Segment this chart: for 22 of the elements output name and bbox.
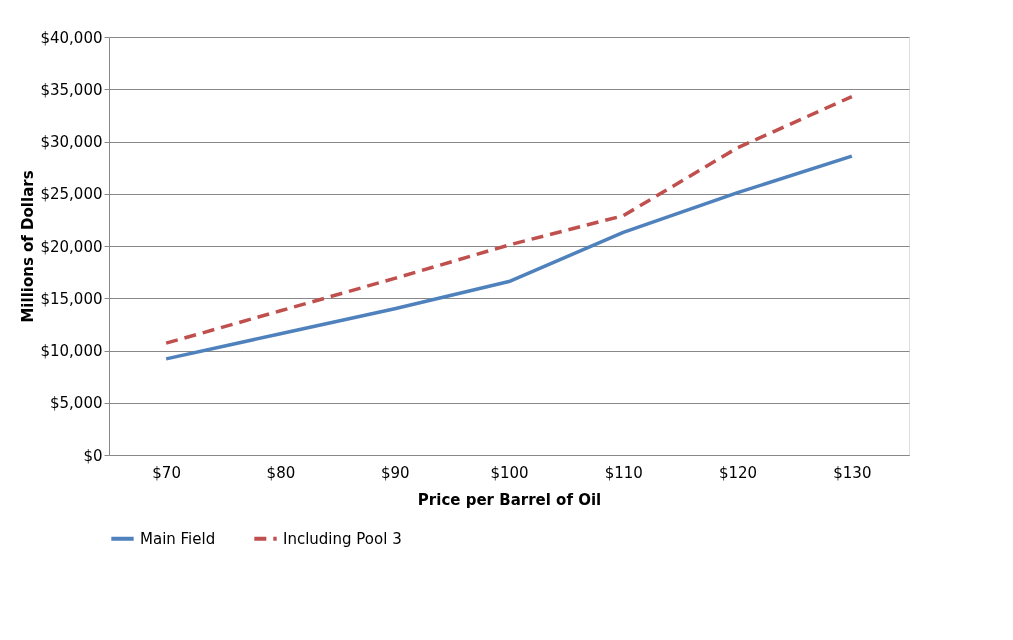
legend-label: Main Field [140, 529, 216, 548]
x-tick-label: $120 [718, 463, 758, 482]
x-tick-label: $70 [152, 463, 181, 482]
x-tick-label: $100 [490, 463, 529, 482]
x-tick-label: $90 [380, 463, 410, 482]
y-axis-title: Millions of Dollars [19, 170, 38, 323]
x-tick-label: $110 [604, 463, 643, 482]
y-tick-label: $20,000 [40, 237, 103, 256]
y-tick-label: $0 [83, 446, 103, 465]
x-tick-label: $130 [833, 463, 872, 482]
x-axis-title: Price per Barrel of Oil [417, 490, 602, 509]
y-tick-label: $15,000 [40, 289, 103, 308]
y-tick-label: $25,000 [40, 185, 103, 204]
y-tick-label: $40,000 [40, 28, 103, 47]
y-tick-label: $10,000 [40, 342, 103, 360]
y-tick-label: $5,000 [50, 394, 103, 413]
y-tick-label: $30,000 [40, 133, 103, 151]
x-tick-label: $80 [266, 463, 296, 482]
legend-label: Including Pool 3 [283, 529, 402, 548]
line-series [164, 154, 854, 361]
y-tick-label: $35,000 [40, 80, 103, 99]
line-series [164, 94, 854, 345]
